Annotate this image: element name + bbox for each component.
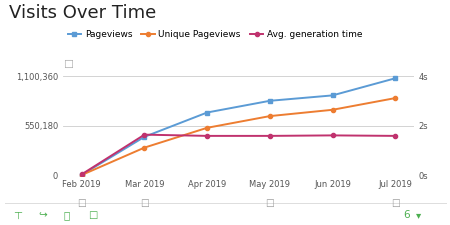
Legend: Pageviews, Unique Pageviews, Avg. generation time: Pageviews, Unique Pageviews, Avg. genera… xyxy=(64,27,366,43)
Text: 6: 6 xyxy=(403,211,410,220)
Text: ↪: ↪ xyxy=(38,211,47,220)
Text: ☐: ☐ xyxy=(266,199,274,209)
Text: ▾: ▾ xyxy=(416,211,422,220)
Text: ⎖: ⎖ xyxy=(63,211,69,220)
Text: ☐: ☐ xyxy=(63,60,73,70)
Text: ☐: ☐ xyxy=(88,211,97,220)
Text: Visits Over Time: Visits Over Time xyxy=(9,4,156,22)
Text: ⊤: ⊤ xyxy=(14,211,22,220)
Text: ☐: ☐ xyxy=(391,199,400,209)
Text: ☐: ☐ xyxy=(140,199,149,209)
Text: ☐: ☐ xyxy=(77,199,86,209)
